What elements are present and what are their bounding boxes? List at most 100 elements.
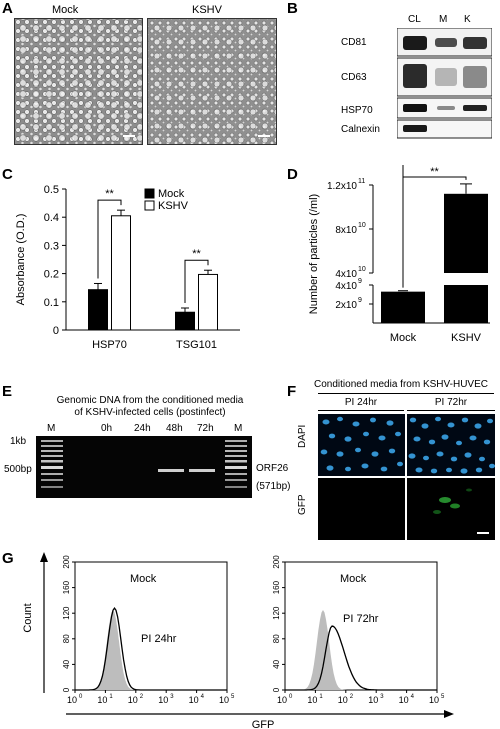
bar-mock xyxy=(88,289,108,331)
x-tick-exponent: 0 xyxy=(289,694,293,700)
x-tick-label: 10 xyxy=(189,695,199,705)
gel-title-2: of KSHV-infected cells (postinfect) xyxy=(74,407,226,418)
lane-m: M xyxy=(439,14,448,25)
x-tick-label: 10 xyxy=(128,695,138,705)
gel-lane-m-right: M xyxy=(234,423,243,434)
y-tick-exponent: 9 xyxy=(358,278,362,285)
chart-c: 0 0.1 0.2 0.3 0.4 0.5 Absorbance (O.D.) HSP70 **… xyxy=(15,184,240,351)
row-calnexin: Calnexin xyxy=(341,124,380,135)
y-tick-label: 40 xyxy=(272,659,281,668)
panel-a-kshv-title: KSHV xyxy=(192,4,222,16)
significance-label: ** xyxy=(192,248,201,260)
x-arrow-head xyxy=(444,710,454,718)
legend-sample-label: PI 72hr xyxy=(343,613,379,625)
x-tick-label: 10 xyxy=(429,695,439,705)
y-tick-label: 0.4 xyxy=(44,212,59,224)
bar-mock xyxy=(175,311,195,331)
y-tick-label: 0.3 xyxy=(44,240,59,252)
row-cd81: CD81 xyxy=(341,37,367,48)
gel-lane-72h: 72h xyxy=(197,423,214,434)
y-tick-label: 200 xyxy=(272,555,281,569)
lane-k: K xyxy=(464,14,471,25)
x-tick-exponent: 2 xyxy=(350,694,354,700)
fluor-col-72hr: PI 72hr xyxy=(434,397,468,408)
y-tick-label: 80 xyxy=(272,634,281,643)
bar-kshv-upper xyxy=(444,193,488,273)
em-kshv-svg xyxy=(148,19,276,144)
x-tick-exponent: 5 xyxy=(441,694,445,700)
significance-label: ** xyxy=(430,166,439,178)
y-tick-label: 0.1 xyxy=(44,297,59,309)
row-cd63: CD63 xyxy=(341,72,367,83)
band-size-label: (571bp) xyxy=(256,481,291,492)
x-tick-exponent: 2 xyxy=(140,694,144,700)
marker-1kb: 1kb xyxy=(10,436,27,447)
em-image-kshv xyxy=(147,18,277,145)
x-tick-exponent: 5 xyxy=(231,694,235,700)
y-arrow-head xyxy=(40,552,48,562)
y-tick-label: 4x10 xyxy=(335,269,357,280)
panel-g-label: G xyxy=(2,550,14,567)
significance-label: ** xyxy=(105,188,114,200)
y-tick-label: 160 xyxy=(272,580,281,594)
dapi-24hr-svg xyxy=(318,414,405,476)
y-tick-label: 200 xyxy=(62,555,71,569)
x-tick-exponent: 0 xyxy=(79,694,83,700)
fluor-col-24hr: PI 24hr xyxy=(344,397,378,408)
y-tick-exponent: 11 xyxy=(358,178,365,185)
x-tick-exponent: 4 xyxy=(411,694,415,700)
y-tick-label: 120 xyxy=(62,606,71,620)
x-tick-exponent: 4 xyxy=(201,694,205,700)
fluor-row-gfp: GFP xyxy=(297,494,308,515)
y-tick-label: 40 xyxy=(62,659,71,668)
legend-label-kshv: KSHV xyxy=(158,200,189,212)
x-tick-label: Mock xyxy=(390,332,417,344)
y-tick-label: 4x10 xyxy=(335,281,357,292)
panel-c-label: C xyxy=(2,166,13,183)
x-tick-label: 10 xyxy=(338,695,348,705)
y-tick-label: 0 xyxy=(272,687,281,692)
legend-mock-label: Mock xyxy=(340,573,367,585)
em-mock-svg xyxy=(15,19,142,144)
y-tick-label: 1.2x10 xyxy=(327,181,357,192)
x-tick-label: KSHV xyxy=(451,332,482,344)
legend-sample-label: PI 24hr xyxy=(141,633,177,645)
bar-kshv xyxy=(198,273,218,331)
y-tick-exponent: 9 xyxy=(358,297,362,304)
panel-b-label: B xyxy=(287,0,298,17)
y-axis-title: Count xyxy=(22,603,34,632)
x-tick-exponent: 3 xyxy=(170,694,174,700)
dapi-72hr-svg xyxy=(407,414,495,476)
fluor-header: Conditioned media from KSHV-HUVEC xyxy=(314,379,488,390)
em-image-mock xyxy=(14,18,143,145)
x-tick-label: 10 xyxy=(219,695,229,705)
y-tick-label: 160 xyxy=(62,580,71,594)
gel-lane-24h: 24h xyxy=(134,423,151,434)
fluor-header-line xyxy=(318,393,494,394)
legend-mock-label: Mock xyxy=(130,573,157,585)
significance-bracket xyxy=(97,199,122,279)
dapi-24hr-image xyxy=(318,414,405,476)
gel-title-1: Genomic DNA from the conditioned media xyxy=(56,395,244,406)
fluor-row-dapi: DAPI xyxy=(297,424,308,448)
x-axis-title: GFP xyxy=(252,719,275,729)
y-tick-label: 80 xyxy=(62,634,71,643)
legend-label-mock: Mock xyxy=(158,188,185,200)
x-tick-label: HSP70 xyxy=(92,339,127,351)
gfp-24hr-svg xyxy=(318,478,405,540)
gfp-72hr-svg xyxy=(407,478,495,540)
significance-bracket xyxy=(402,165,467,185)
fluor-col-line-1 xyxy=(318,410,404,411)
gfp-72hr-image xyxy=(407,478,495,540)
histogram-mock-fill xyxy=(285,610,437,690)
y-tick-label: 0.5 xyxy=(44,184,59,196)
x-tick-label: 10 xyxy=(368,695,378,705)
western-blot xyxy=(397,28,492,139)
bar-mock xyxy=(381,291,425,323)
bar-kshv xyxy=(111,215,131,331)
legend-swatch-kshv xyxy=(144,200,155,211)
x-tick-label: 10 xyxy=(67,695,77,705)
gel-lane-48h: 48h xyxy=(166,423,183,434)
